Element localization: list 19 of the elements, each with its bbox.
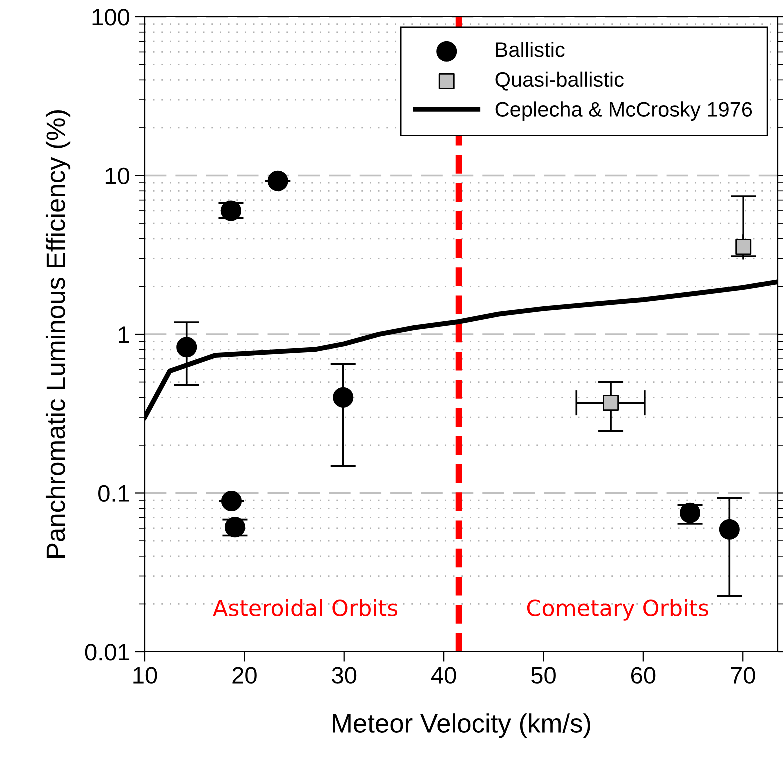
y-tick-label: 0.01 <box>85 644 130 661</box>
y-tick-label: 100 <box>92 9 130 26</box>
y-tick-label: 0.1 <box>98 485 130 502</box>
legend-label: Quasi-ballistic <box>496 72 624 91</box>
y-tick-label: 1 <box>119 326 130 344</box>
x-tick-label: 60 <box>631 667 656 684</box>
x-tick-label: 70 <box>731 667 756 684</box>
annotation: Cometary Orbits <box>527 599 708 621</box>
x-axis-title: Meteor Velocity (km/s) <box>333 714 590 738</box>
x-tick-label: 40 <box>431 667 456 684</box>
x-tick-label: 50 <box>532 667 556 684</box>
x-tick-label: 30 <box>332 667 357 684</box>
x-tick-label: 20 <box>232 667 257 684</box>
x-tick-label: 10 <box>134 667 158 684</box>
legend-label: Ceplecha & McCrosky 1976 <box>496 102 752 122</box>
legend-label: Ballistic <box>496 42 565 58</box>
y-axis-title: Panchromatic Luminous Efficiency (%) <box>46 110 71 558</box>
y-tick-label: 10 <box>106 168 130 185</box>
annotation: Asteroidal Orbits <box>213 599 398 617</box>
